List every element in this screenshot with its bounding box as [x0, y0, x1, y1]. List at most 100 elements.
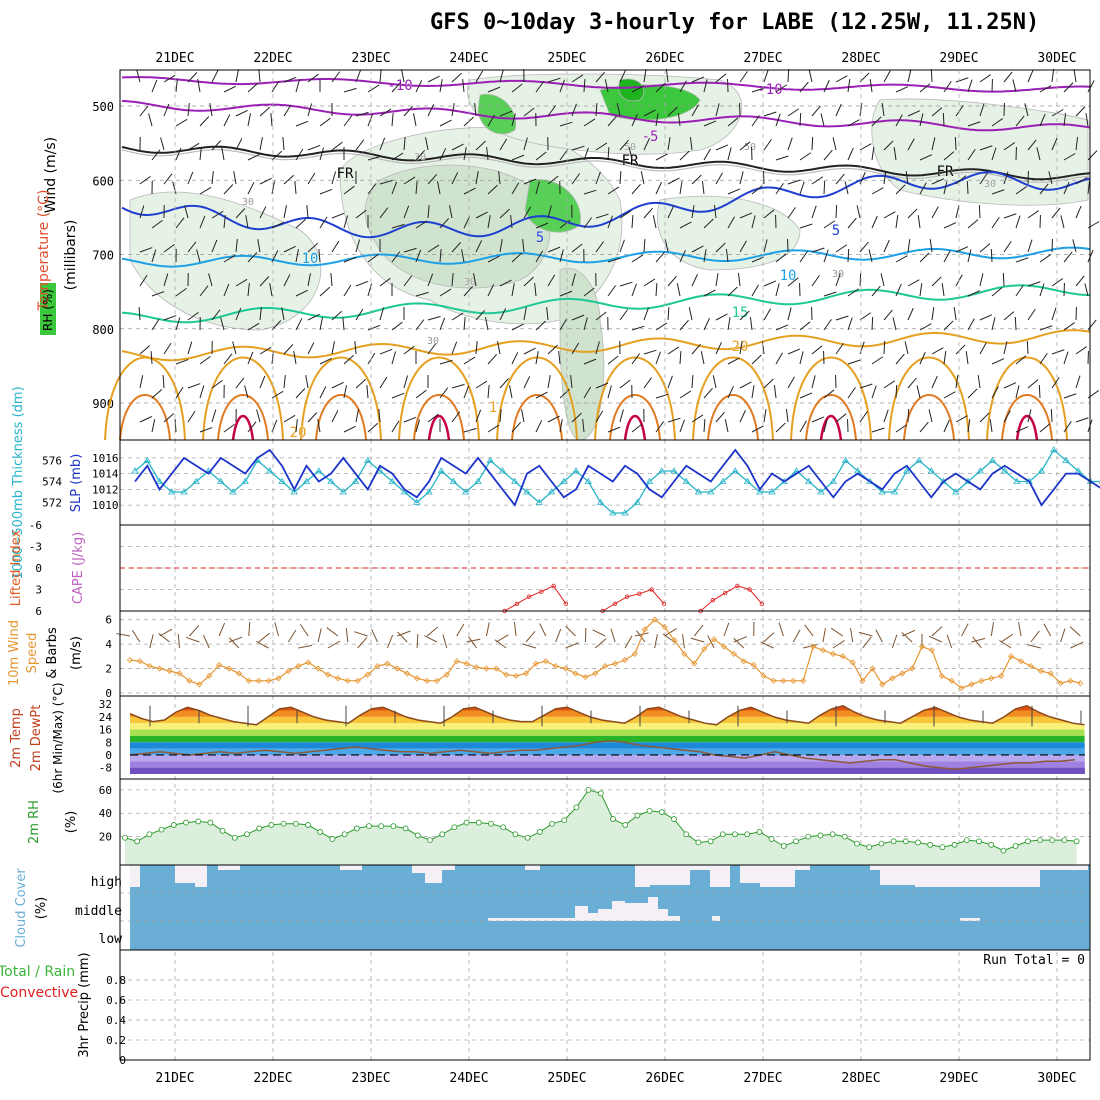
cloud-tick: low: [99, 932, 123, 947]
wind-barb: [379, 108, 392, 117]
rh-marker: [256, 825, 263, 832]
wind-barb: [847, 288, 860, 297]
wind-barb: [293, 351, 297, 365]
cloud-mid-bar: [575, 906, 588, 921]
wind-barb: [499, 409, 502, 423]
wind-barb: [868, 249, 873, 263]
rh-axis-label: RH (%): [41, 289, 55, 331]
wind-barb: [773, 385, 777, 399]
wind-barb: [919, 421, 929, 433]
wind-barb: [523, 276, 534, 287]
thickness-marker: [609, 509, 617, 516]
wind-barb: [679, 419, 685, 433]
wind-barb: [811, 275, 820, 287]
rh-marker: [439, 831, 446, 838]
wind-barb: [823, 249, 829, 263]
wind-barb: [607, 385, 612, 399]
wind-barb: [463, 187, 476, 195]
wind-barb: [679, 250, 686, 263]
wind-barb: [319, 317, 323, 331]
temp-band: [130, 767, 1085, 774]
day-label-top: 29DEC: [939, 51, 978, 66]
wind-axis-label-1: 10m Wind: [7, 620, 22, 686]
thickness-marker: [988, 456, 997, 463]
day-label-bottom: 24DEC: [449, 1071, 488, 1086]
wind-barb: [281, 307, 285, 321]
wind-marker: [691, 660, 698, 667]
wind-barb: [583, 78, 586, 93]
wind-barb: [283, 76, 297, 83]
wind-marker: [899, 670, 906, 677]
wind-barb: [463, 356, 476, 365]
wind-barb: [724, 419, 729, 433]
wind-barb: [1003, 311, 1015, 321]
wind-barb: [835, 244, 848, 253]
day-label-top: 30DEC: [1037, 51, 1076, 66]
wind-barb: [415, 249, 422, 263]
wind-barb: [208, 273, 213, 287]
wind-barb-10m: [158, 632, 170, 643]
thickness-marker: [731, 467, 739, 474]
wind-barb: [235, 109, 248, 117]
cloud-high-bar: [130, 865, 140, 887]
wind-barb: [559, 249, 564, 263]
wind-tick: 6: [105, 614, 112, 627]
wind-barb: [307, 412, 318, 423]
wind-marker: [859, 677, 866, 684]
wind-marker: [394, 665, 401, 672]
wind-barb: [881, 103, 885, 117]
wind-marker: [136, 658, 143, 665]
wind-barb-10m: [442, 634, 448, 649]
wind-barb: [199, 385, 205, 399]
rh2m-axis-label: 2m RH: [27, 800, 42, 844]
rh-marker: [561, 817, 568, 824]
wind-barb-10m: [298, 644, 313, 649]
wind-barb: [271, 390, 284, 399]
wind-barb-10m: [203, 635, 210, 649]
wind-barb: [391, 181, 398, 195]
rh-marker: [1024, 838, 1031, 845]
rh-marker: [122, 834, 128, 841]
wind-barb: [919, 252, 930, 263]
wind-barb: [1024, 103, 1029, 117]
wind-barb: [367, 422, 378, 433]
wind-barb: [643, 69, 647, 83]
wind-marker: [849, 659, 856, 666]
wind-barb: [343, 425, 356, 433]
temp-contour-minus10: [121, 76, 1091, 93]
wind-marker: [433, 677, 440, 684]
rh-marker: [780, 843, 787, 849]
wind-barb: [235, 307, 242, 321]
wind-barb: [439, 288, 452, 297]
millibar-axis-label: (millibars): [63, 220, 79, 291]
wind-barb-10m: [1069, 626, 1081, 637]
wind-barb: [991, 216, 1000, 229]
wind-barb: [163, 413, 175, 423]
wind-barb: [931, 307, 935, 321]
rh-marker: [915, 839, 921, 846]
wind-barb: [799, 112, 802, 127]
thickness-marker: [633, 498, 641, 505]
wind-barb: [893, 147, 897, 161]
wind-barb: [244, 385, 249, 399]
wind-barb: [919, 283, 923, 297]
wind-marker: [572, 670, 579, 677]
cloud-mid-bar: [612, 901, 625, 921]
wind-marker: [315, 665, 322, 672]
temp-band: [130, 761, 1085, 768]
thickness-marker: [535, 498, 543, 505]
wind-barb: [965, 351, 969, 365]
wind-barb: [1051, 109, 1064, 117]
wind-barb: [247, 113, 251, 127]
cloud-mid-bar: [648, 897, 658, 921]
wind-barb-10m: [931, 626, 943, 637]
wind-barb: [979, 314, 993, 321]
day-label-top: 24DEC: [449, 51, 488, 66]
wind-marker: [473, 664, 480, 671]
day-label-top: 28DEC: [841, 51, 880, 66]
thickness-marker: [511, 477, 519, 484]
wind-barb: [628, 147, 633, 161]
wind-marker: [305, 659, 312, 666]
wind-barb: [331, 71, 341, 83]
wind-barb: [607, 355, 619, 365]
